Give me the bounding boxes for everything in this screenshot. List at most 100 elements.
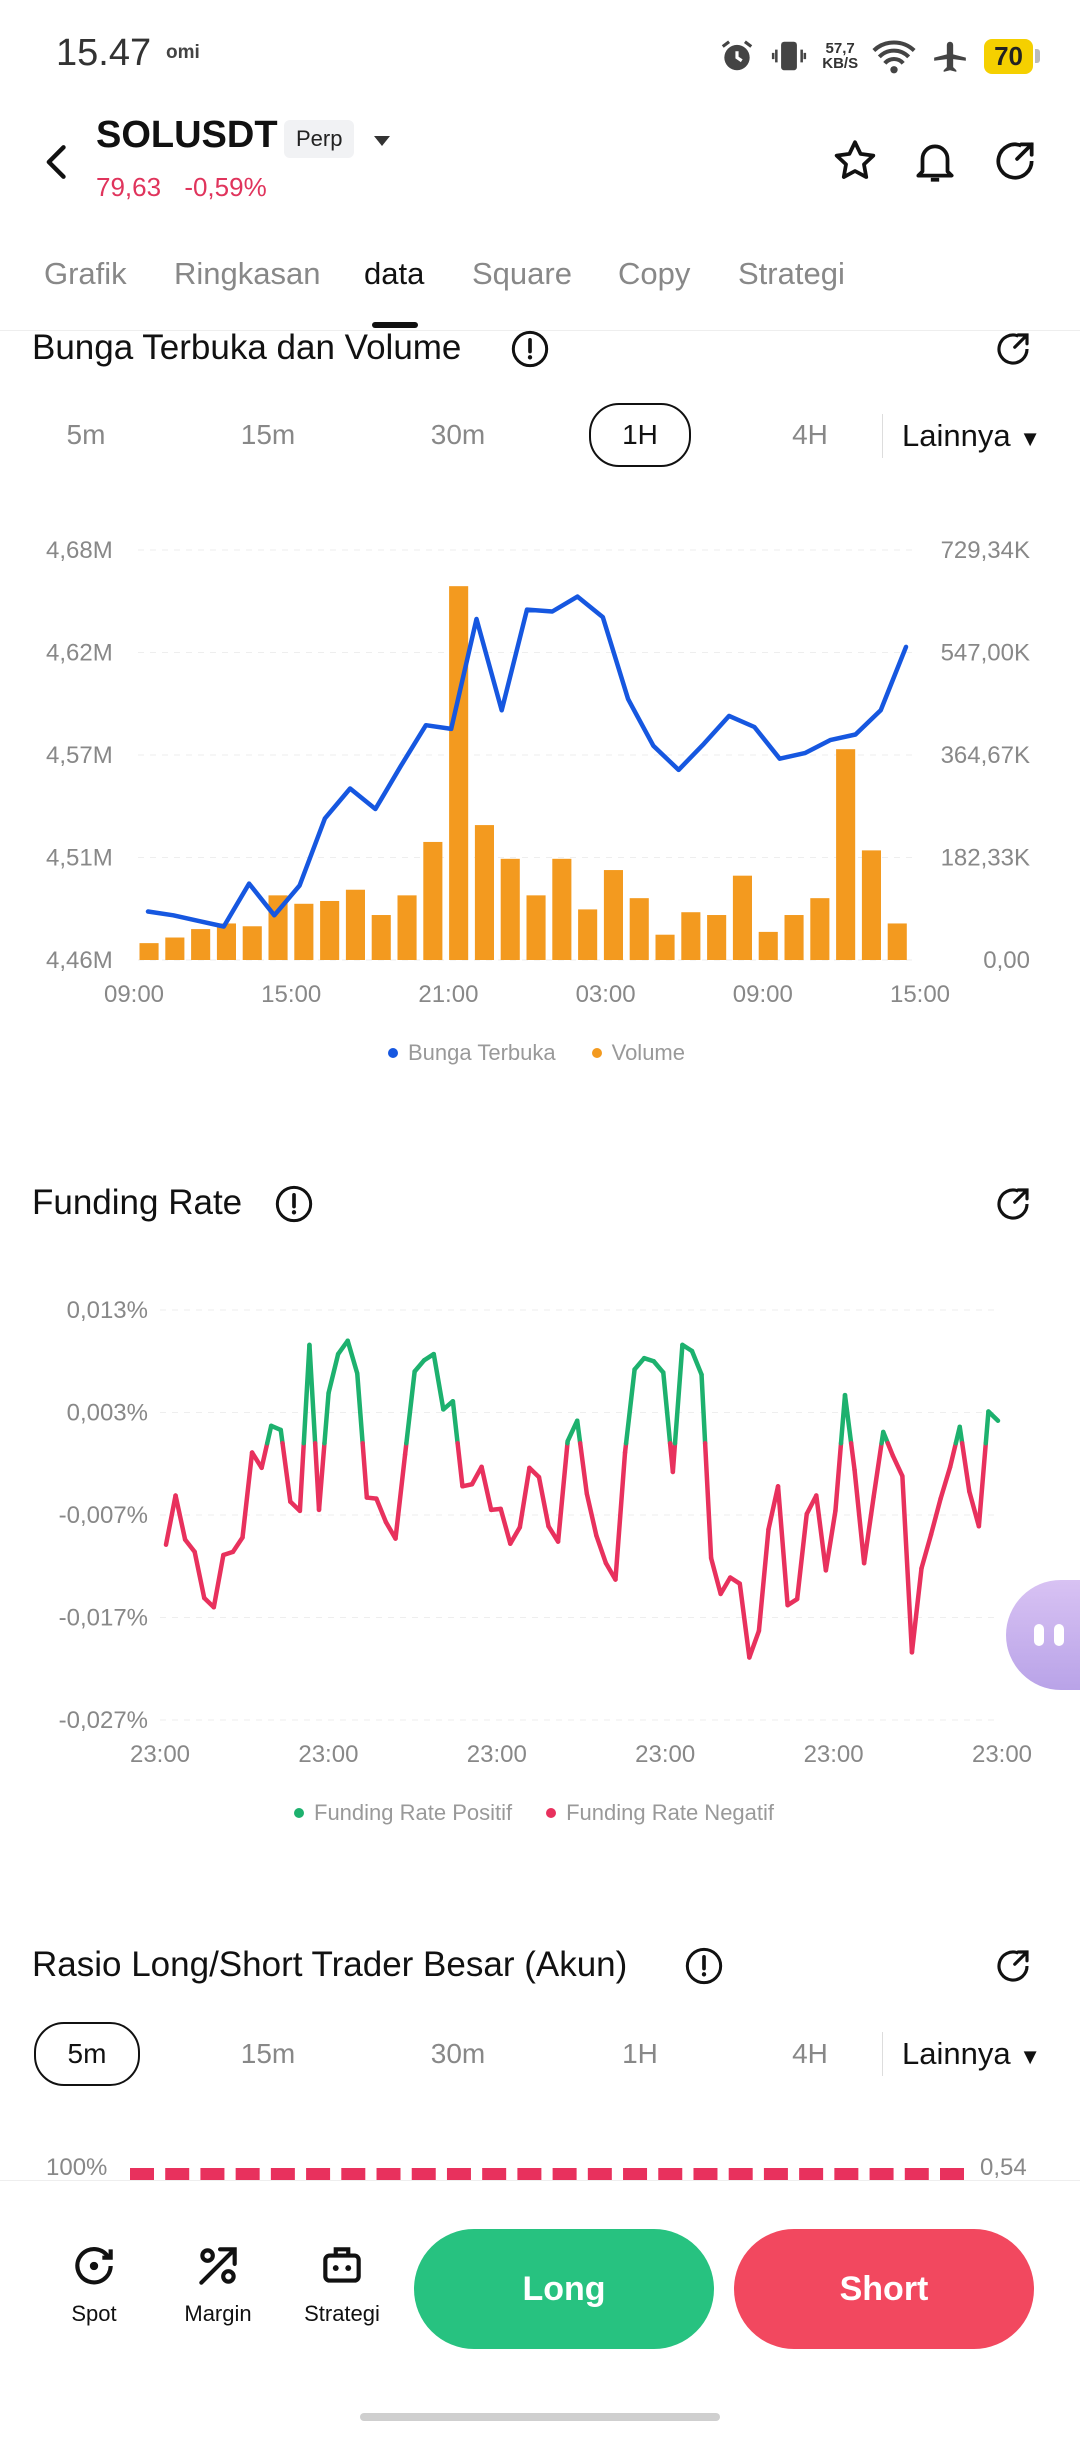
funding-segment: [816, 1496, 826, 1571]
funding-segment: [912, 1568, 922, 1652]
funding-x-tick: 23:00: [635, 1741, 695, 1768]
funding-negative-label: Funding Rate Negatif: [566, 1800, 774, 1826]
oi-interval-1h[interactable]: 1H: [589, 403, 691, 467]
tab-data[interactable]: data: [364, 256, 424, 292]
volume-legend-label: Volume: [612, 1040, 685, 1066]
margin-icon: [193, 2241, 243, 2291]
oi-share-icon[interactable]: [992, 328, 1034, 370]
ratio-interval-15m[interactable]: 15m: [228, 2024, 308, 2084]
status-bar: 15.47 omi 57,7 KB/S 70: [0, 0, 1080, 110]
funding-segment: [673, 1443, 675, 1472]
short-button[interactable]: Short: [734, 2229, 1034, 2349]
volume-legend-dot: [592, 1048, 602, 1058]
favorite-star-icon[interactable]: [830, 136, 880, 186]
volume-bar: [656, 935, 675, 960]
contract-type-badge[interactable]: Perp: [284, 120, 354, 158]
strategy-label: Strategi: [304, 2301, 380, 2326]
market-tabs: Grafik Ringkasan data Square Copy Strate…: [0, 240, 1080, 331]
volume-bar: [578, 909, 597, 960]
funding-share-icon[interactable]: [992, 1183, 1034, 1225]
funding-segment: [453, 1401, 458, 1443]
volume-bar: [372, 915, 391, 960]
funding-segment: [711, 1558, 721, 1594]
funding-segment: [363, 1443, 367, 1497]
funding-segment: [243, 1452, 253, 1537]
volume-bar: [501, 859, 520, 960]
back-arrow-icon[interactable]: [36, 140, 80, 184]
oi-x-tick: 09:00: [733, 981, 793, 1008]
oi-info-icon[interactable]: [510, 329, 550, 369]
volume-bar: [294, 904, 313, 960]
funding-segment: [864, 1497, 874, 1564]
strategy-button[interactable]: Strategi: [292, 2241, 392, 2327]
interval-divider: [882, 414, 883, 458]
funding-segment: [962, 1443, 969, 1491]
long-button[interactable]: Long: [414, 2229, 714, 2349]
funding-segment: [185, 1540, 195, 1552]
tab-ringkasan[interactable]: Ringkasan: [174, 256, 320, 292]
oi-interval-30m[interactable]: 30m: [418, 405, 498, 465]
ratio-interval-1h[interactable]: 1H: [600, 2024, 680, 2084]
funding-positive-dot: [294, 1808, 304, 1818]
funding-segment: [986, 1411, 989, 1443]
symbol-title[interactable]: SOLUSDT: [96, 114, 278, 157]
ratio-interval-4h[interactable]: 4H: [770, 2024, 850, 2084]
airplane-icon: [930, 37, 970, 75]
funding-segment: [921, 1534, 931, 1568]
volume-bar: [836, 749, 855, 960]
home-indicator[interactable]: [360, 2413, 720, 2421]
volume-bar: [810, 898, 829, 960]
oi-interval-15m[interactable]: 15m: [228, 405, 308, 465]
funding-segment: [558, 1443, 567, 1541]
funding-segment: [214, 1555, 224, 1607]
ratio-share-icon[interactable]: [992, 1945, 1034, 1987]
ratio-interval-30m[interactable]: 30m: [418, 2024, 498, 2084]
funding-info-icon[interactable]: [274, 1184, 314, 1224]
volume-bar: [862, 850, 881, 960]
tab-square[interactable]: Square: [472, 256, 572, 292]
volume-bar: [423, 842, 442, 960]
spot-icon: [69, 2241, 119, 2291]
funding-segment: [596, 1536, 606, 1564]
oi-right-tick: 364,67K: [941, 742, 1030, 769]
ratio-more-dropdown[interactable]: Lainnya ▼: [902, 2036, 1041, 2072]
funding-segment: [626, 1369, 635, 1443]
funding-segment: [376, 1499, 386, 1523]
tab-strategi[interactable]: Strategi: [738, 256, 845, 292]
volume-bar: [346, 890, 365, 960]
tab-grafik[interactable]: Grafik: [44, 256, 127, 292]
oi-legend: Bunga Terbuka Volume: [388, 1040, 685, 1066]
strategy-icon: [317, 2241, 367, 2291]
volume-bar: [604, 870, 623, 960]
funding-segment: [348, 1341, 358, 1374]
funding-segment: [357, 1374, 362, 1444]
symbol-dropdown-icon[interactable]: [372, 130, 392, 150]
ratio-interval-5m[interactable]: 5m: [34, 2022, 140, 2086]
funding-segment: [166, 1496, 176, 1545]
oi-interval-4h[interactable]: 4H: [770, 405, 850, 465]
last-price: 79,63: [96, 172, 161, 202]
funding-segment: [267, 1426, 271, 1443]
volume-bar: [243, 926, 262, 960]
spot-button[interactable]: Spot: [44, 2241, 144, 2327]
margin-button[interactable]: Margin: [168, 2241, 268, 2327]
oi-more-dropdown[interactable]: Lainnya ▼: [902, 418, 1041, 454]
share-icon[interactable]: [990, 136, 1040, 186]
funding-segment: [721, 1578, 731, 1594]
funding-x-tick: 23:00: [972, 1741, 1032, 1768]
funding-segment: [195, 1552, 205, 1598]
funding-segment: [960, 1427, 962, 1443]
volume-bar: [759, 932, 778, 960]
funding-segment: [874, 1443, 882, 1496]
funding-segment: [835, 1443, 841, 1511]
funding-segment: [778, 1486, 788, 1605]
tab-copy[interactable]: Copy: [618, 256, 690, 292]
market-header: SOLUSDT Perp 79,63 -0,59%: [0, 100, 1080, 220]
funding-segment: [406, 1372, 414, 1444]
bell-alert-icon[interactable]: [910, 136, 960, 186]
funding-y-tick: 0,013%: [67, 1297, 148, 1324]
oi-interval-5m[interactable]: 5m: [46, 405, 126, 465]
funding-x-tick: 23:00: [467, 1741, 527, 1768]
ratio-info-icon[interactable]: [684, 1946, 724, 1986]
funding-segment: [329, 1354, 339, 1393]
